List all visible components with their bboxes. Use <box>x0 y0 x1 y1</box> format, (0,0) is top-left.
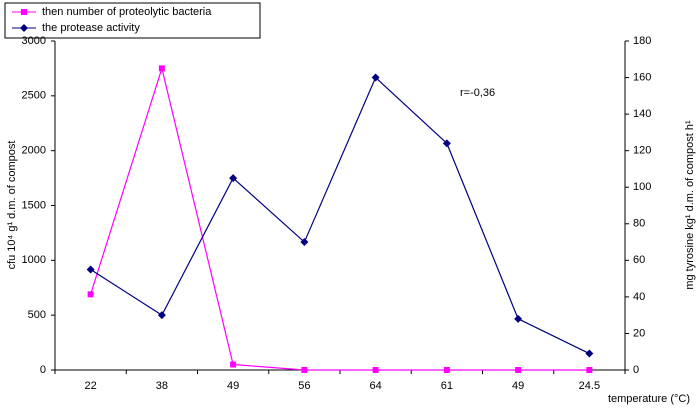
point <box>300 238 309 247</box>
point <box>301 367 308 373</box>
series-line <box>90 76 590 355</box>
point <box>230 361 237 368</box>
y2-tick-label: 80 <box>633 218 645 230</box>
point <box>514 314 523 323</box>
point <box>442 139 451 148</box>
y-axis-label: cfu 10⁴ g¹ d.m. of compost <box>6 141 18 270</box>
point <box>86 265 95 274</box>
x-tick-label: 24.5 <box>579 380 600 392</box>
x-tick-label: 22 <box>85 380 97 392</box>
x-tick-label: 38 <box>156 380 168 392</box>
point <box>372 367 379 373</box>
y2-tick-label: 40 <box>633 291 645 303</box>
y2-tick-label: 60 <box>633 254 645 266</box>
x-tick-label: 49 <box>227 380 239 392</box>
y2-tick-label: 100 <box>633 181 651 193</box>
y2-tick-label: 160 <box>633 71 651 83</box>
annotation: r=-0,36 <box>460 87 495 99</box>
point <box>371 73 380 82</box>
series-line <box>90 66 590 371</box>
y2-tick-label: 180 <box>633 35 651 47</box>
point <box>443 367 450 373</box>
point <box>87 291 94 298</box>
y2-tick-label: 0 <box>633 364 639 376</box>
y2-tick-label: 140 <box>633 108 651 120</box>
x-tick-label: 61 <box>441 380 453 392</box>
point <box>515 367 522 373</box>
legend-marker <box>20 24 28 32</box>
x-tick-label: 64 <box>370 380 382 392</box>
legend-label: the protease activity <box>42 22 140 34</box>
legend-label: then number of proteolytic bacteria <box>42 6 212 18</box>
y2-tick-label: 120 <box>633 145 651 157</box>
x-tick-label: 49 <box>512 380 524 392</box>
y-tick-label: 1500 <box>22 199 46 211</box>
y-tick-label: 2500 <box>22 90 46 102</box>
point <box>158 65 165 72</box>
y2-axis-label: mg tyrosine kg¹ d.m. of compost h¹ <box>684 120 696 290</box>
point <box>229 174 238 183</box>
y2-tick-label: 20 <box>633 327 645 339</box>
y-tick-label: 3000 <box>22 35 46 47</box>
point <box>157 311 166 320</box>
point <box>585 349 594 358</box>
x-tick-label: 56 <box>298 380 310 392</box>
y-tick-label: 2000 <box>22 145 46 157</box>
y-tick-label: 1000 <box>22 254 46 266</box>
legend-marker <box>21 9 27 15</box>
legend-box <box>4 2 261 39</box>
y-tick-label: 0 <box>40 364 46 376</box>
point <box>586 367 593 373</box>
x-axis-label: temperature (°C) <box>608 393 690 405</box>
y-tick-label: 500 <box>28 309 46 321</box>
